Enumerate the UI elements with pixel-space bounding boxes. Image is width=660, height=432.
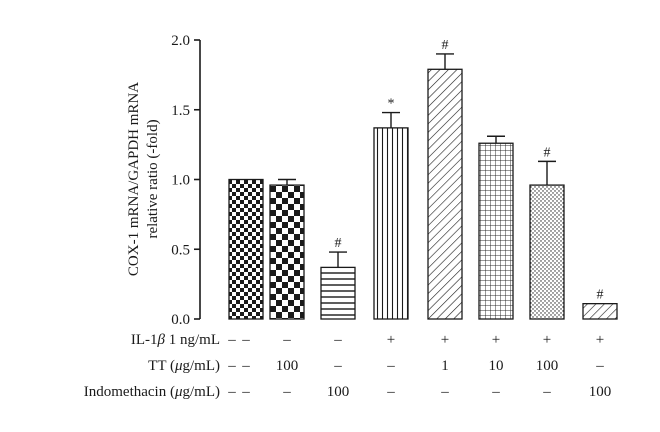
condition-cell: – [440,384,449,400]
y-axis-title-line1: COX-1 mRNA/GAPDH mRNA [126,82,142,276]
condition-cell: – [542,384,551,400]
condition-cell: 100 [327,384,350,400]
condition-cell: – [491,384,500,400]
conditions-table: IL-1β 1 ng/mL – – – + + + + +–TT (μg/mL) –100– –1 1… [84,332,612,400]
significance-marker: # [544,145,551,160]
condition-cell: 10 [489,358,504,374]
bar [373,127,409,320]
condition-cell: + [596,332,604,348]
condition-lead-dash: – [227,358,236,374]
condition-cell: – [386,384,395,400]
y-tick-label: 1.5 [171,103,190,119]
y-axis: 0.0 0.5 1.0 1.5 2.0 [171,33,201,328]
significance-marker: # [597,288,604,303]
bar [478,142,514,320]
condition-lead-dash: – [227,332,236,348]
condition-cell: – [386,358,395,374]
condition-cell: – [241,358,250,374]
y-tick-label: 0.5 [171,242,190,258]
condition-cell: + [441,332,449,348]
bar [427,68,463,320]
condition-cell: 100 [536,358,559,374]
bar [228,178,264,320]
bar [320,266,356,320]
y-tick-label: 1.0 [171,173,190,189]
condition-cell: – [595,358,604,374]
condition-cell: – [241,384,250,400]
condition-label: TT (μg/mL) [148,358,220,374]
condition-lead-dash: – [227,384,236,400]
condition-cell: + [492,332,500,348]
condition-label: IL-1β 1 ng/mL [131,332,220,348]
condition-cell: + [387,332,395,348]
y-tick-label: 2.0 [171,33,190,49]
bars-layer: # * # # # [228,38,618,320]
significance-marker: # [442,38,449,53]
condition-cell: – [333,358,342,374]
condition-cell: 1 [441,358,449,374]
condition-cell: 100 [276,358,299,374]
condition-cell: – [282,384,291,400]
condition-cell: – [333,332,342,348]
condition-cell: – [282,332,291,348]
condition-cell: – [241,332,250,348]
y-tick-label: 0.0 [171,312,190,328]
bar [529,184,565,320]
condition-cell: 100 [589,384,612,400]
bar [582,303,618,320]
significance-marker: # [335,236,342,251]
condition-label: Indomethacin (μg/mL) [84,384,220,400]
bar [269,184,305,320]
y-axis-title-line2: relative ratio (-fold) [145,119,161,238]
significance-marker: * [388,97,395,112]
condition-cell: + [543,332,551,348]
